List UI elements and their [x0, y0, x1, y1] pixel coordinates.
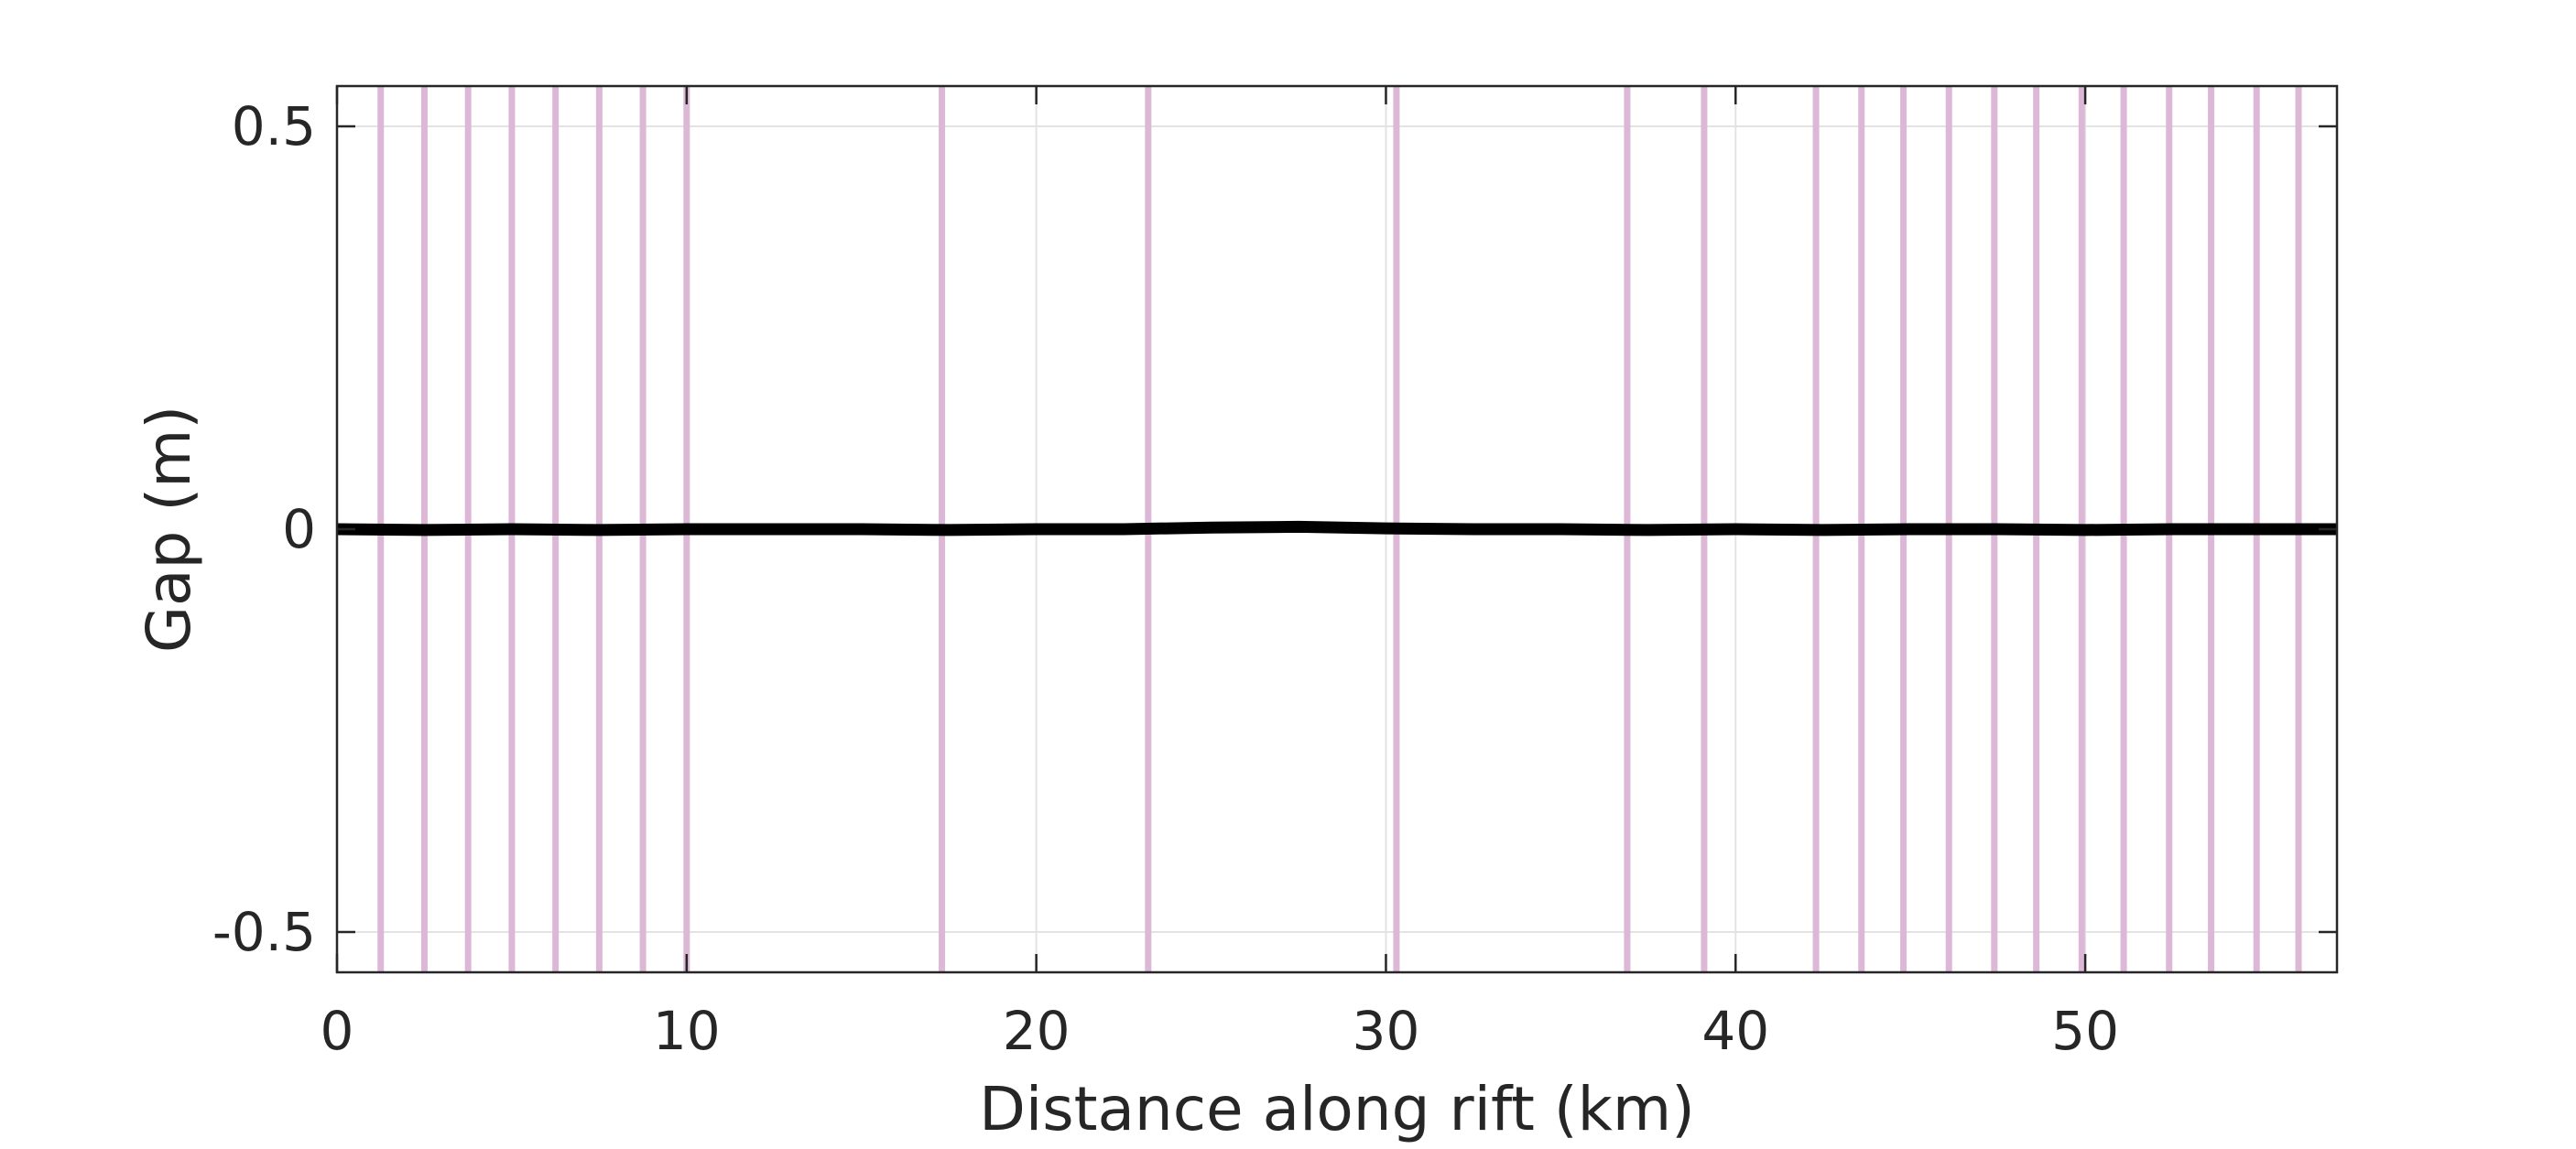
x-tick-label: 40 [1701, 1000, 1769, 1062]
y-axis-label: Gap (m) [134, 406, 204, 653]
y-tick-label: 0 [282, 498, 316, 560]
x-tick-label: 0 [321, 1000, 354, 1062]
gap-series-line [336, 520, 2337, 537]
x-axis-label: Distance along rift (km) [979, 1074, 1695, 1144]
axis-ticks [335, 86, 2337, 972]
y-tick-label: -0.5 [212, 901, 316, 963]
x-tick-label: 10 [653, 1000, 721, 1062]
x-tick-label: 20 [1003, 1000, 1071, 1062]
x-tick-label: 30 [1353, 1000, 1420, 1062]
y-tick-label: 0.5 [232, 95, 316, 157]
x-tick-label: 50 [2051, 1000, 2119, 1062]
y-tick-labels: -0.5 0 0.5 [212, 95, 316, 963]
data-series [336, 520, 2337, 537]
x-tick-labels: 0 10 20 30 40 50 [321, 1000, 2119, 1062]
